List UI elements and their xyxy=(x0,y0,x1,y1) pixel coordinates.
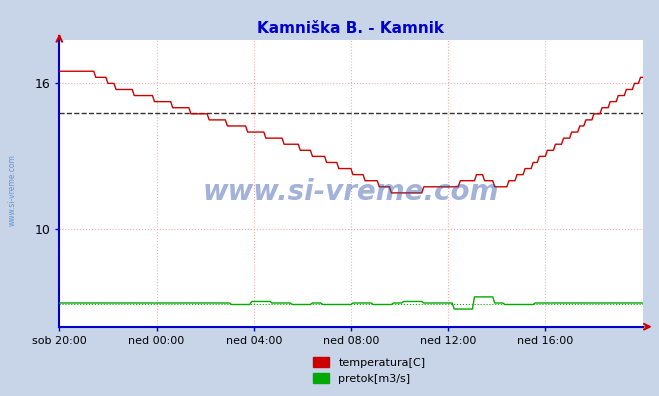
Text: www.si-vreme.com: www.si-vreme.com xyxy=(203,178,499,206)
Text: www.si-vreme.com: www.si-vreme.com xyxy=(8,154,17,226)
Legend: temperatura[C], pretok[m3/s]: temperatura[C], pretok[m3/s] xyxy=(308,352,430,388)
Title: Kamniška B. - Kamnik: Kamniška B. - Kamnik xyxy=(258,21,444,36)
